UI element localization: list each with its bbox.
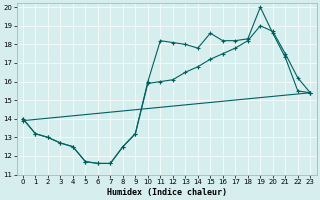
X-axis label: Humidex (Indice chaleur): Humidex (Indice chaleur): [107, 188, 227, 197]
